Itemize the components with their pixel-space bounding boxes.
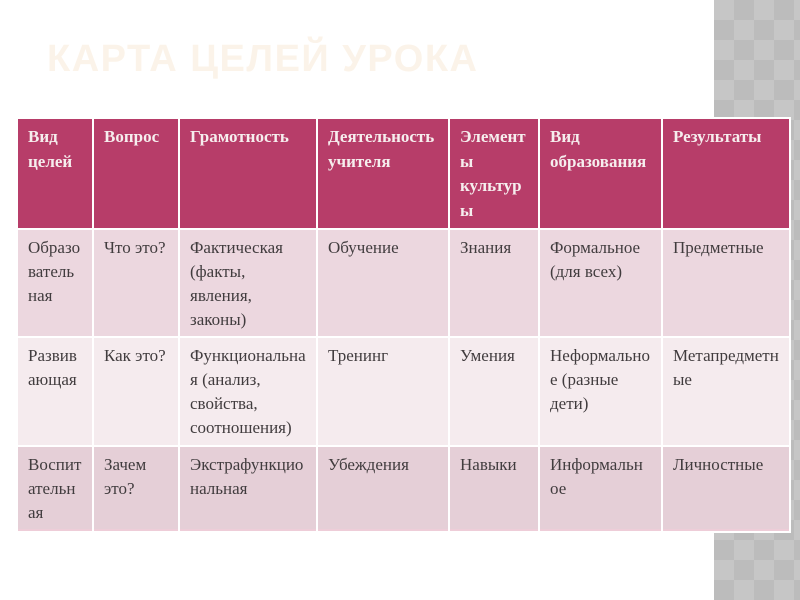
column-header-culture-elements: Элементы культуры (450, 119, 538, 228)
table-cell: Личностные (663, 446, 789, 531)
table-row-developmental: Развивающая Как это? Функциональная (ана… (18, 338, 789, 445)
table-cell: Воспитательная (18, 446, 92, 531)
table-cell: Что это? (94, 229, 178, 337)
column-header-education-type: Вид образования (540, 119, 661, 228)
column-header-results: Результаты (663, 119, 789, 228)
table-cell: Образовательная (18, 229, 92, 337)
table-cell: Функциональная (анализ, свойства, соотно… (180, 338, 316, 445)
table-cell: Убеждения (318, 446, 448, 531)
table-cell: Как это? (94, 338, 178, 445)
column-header-question: Вопрос (94, 119, 178, 228)
table-cell: Умения (450, 338, 538, 445)
table-row-upbringing: Воспитательная Зачем это? Экстрафункцион… (18, 446, 789, 531)
table-cell: Навыки (450, 446, 538, 531)
table-cell: Формальное (для всех) (540, 229, 661, 337)
table-cell: Информальное (540, 446, 661, 531)
table-cell: Метапредметные (663, 338, 789, 445)
table-cell: Зачем это? (94, 446, 178, 531)
column-header-goal-type: Вид целей (18, 119, 92, 228)
column-header-teacher-activity: Деятельность учителя (318, 119, 448, 228)
table-cell: Фактическая (факты, явления, законы) (180, 229, 316, 337)
table-cell: Обучение (318, 229, 448, 337)
table-cell: Неформальное (разные дети) (540, 338, 661, 445)
table-cell: Предметные (663, 229, 789, 337)
table-cell: Развивающая (18, 338, 92, 445)
column-header-literacy: Грамотность (180, 119, 316, 228)
slide-title: КАРТА ЦЕЛЕЙ УРОКА (47, 38, 479, 80)
header-row: Вид целей Вопрос Грамотность Деятельност… (18, 119, 789, 228)
table-cell: Знания (450, 229, 538, 337)
table-cell: Тренинг (318, 338, 448, 445)
table-row-educational: Образовательная Что это? Фактическая (фа… (18, 229, 789, 337)
table-cell: Экстрафункциональная (180, 446, 316, 531)
lesson-goals-table: Вид целей Вопрос Грамотность Деятельност… (16, 117, 791, 533)
